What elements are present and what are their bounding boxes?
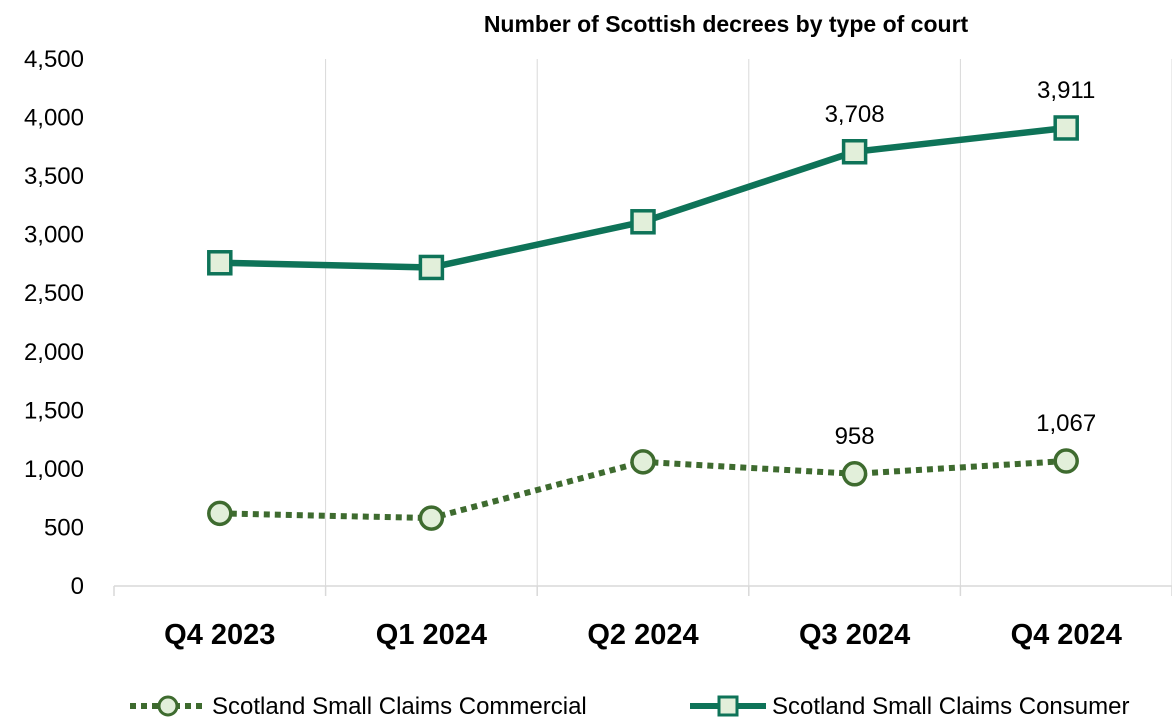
y-tick-label: 4,000 [24,105,84,132]
y-tick-label: 0 [71,573,84,600]
legend-label: Scotland Small Claims Consumer [772,693,1129,718]
legend: Scotland Small Claims Commercial Scotland… [130,693,1129,718]
series-group [207,115,1079,531]
y-tick-label: 4,500 [24,46,84,73]
data-point-square [418,254,445,281]
data-point-square [1053,115,1079,141]
y-tick-label: 500 [44,514,84,541]
y-tick-label: 2,000 [24,339,84,366]
x-tick-label: Q4 2023 [164,619,275,651]
x-tick-label: Q4 2024 [1011,619,1122,651]
data-point-circle [1053,448,1079,474]
x-tick-label: Q1 2024 [376,619,487,651]
y-tick-label: 3,000 [24,222,84,249]
data-point-square [630,209,656,235]
data-point-circle [630,449,656,475]
data-point-circle [841,461,868,487]
chart-title: Number of Scottish decrees by type of co… [484,11,969,37]
data-label: 1,067 [1036,410,1096,437]
legend-label: Scotland Small Claims Commercial [212,693,587,718]
data-label: 958 [835,423,875,450]
gridlines [325,59,1172,586]
legend-marker-circle [157,695,179,717]
data-labels: 958 1,067 3,708 3,911 [825,77,1097,450]
data-point-square [841,139,868,165]
y-tick-label: 3,500 [24,163,84,190]
data-label: 3,708 [825,101,885,128]
y-tick-label: 2,500 [24,280,84,307]
data-point-circle [418,505,445,531]
x-tick-label: Q3 2024 [799,619,910,651]
y-tick-label: 1,500 [24,397,84,424]
series-line-1 [219,124,1067,271]
data-point-square [207,250,233,276]
x-tick-label: Q2 2024 [587,619,698,651]
legend-marker-square [717,695,739,717]
y-axis: 0 500 1,000 1,500 2,000 2,500 3,000 3,500 4,000 4… [24,46,84,600]
y-tick-label: 1,000 [24,456,84,483]
x-axis: Q4 2023 Q1 2024 Q2 2024 Q3 2024 Q4 2024 [113,585,1172,651]
data-label: 3,911 [1037,77,1095,104]
data-point-circle [207,500,233,527]
